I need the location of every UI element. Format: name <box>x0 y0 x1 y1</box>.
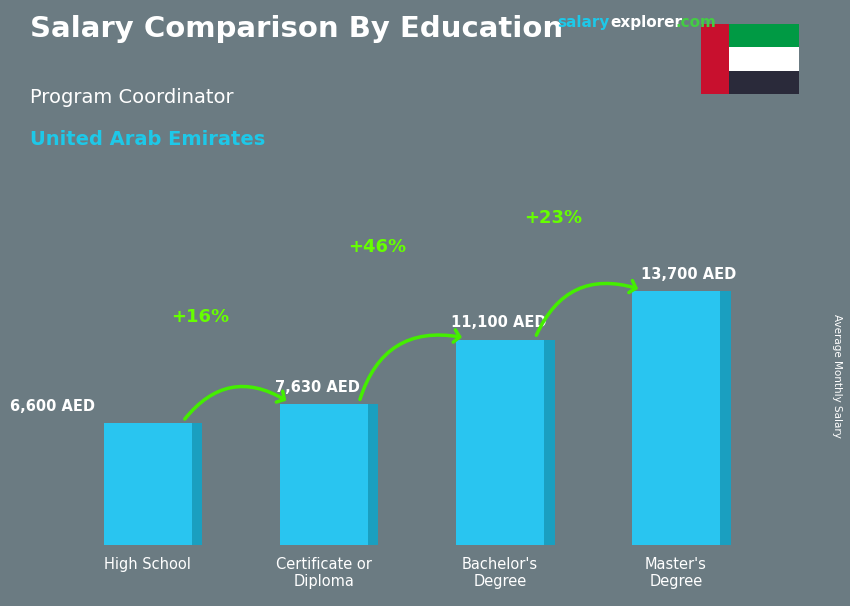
Text: Average Monthly Salary: Average Monthly Salary <box>832 314 842 438</box>
Bar <box>701 24 799 47</box>
Bar <box>701 24 729 94</box>
Text: 13,700 AED: 13,700 AED <box>641 267 736 282</box>
Text: salary: salary <box>557 15 609 30</box>
Bar <box>104 423 192 545</box>
Text: +16%: +16% <box>172 308 230 326</box>
Bar <box>280 404 368 545</box>
Text: +46%: +46% <box>348 238 405 256</box>
Text: 11,100 AED: 11,100 AED <box>450 315 547 330</box>
Polygon shape <box>720 291 731 545</box>
Text: 7,630 AED: 7,630 AED <box>275 380 360 395</box>
Bar <box>701 47 799 71</box>
Text: .com: .com <box>676 15 717 30</box>
Bar <box>701 71 799 94</box>
Text: United Arab Emirates: United Arab Emirates <box>30 130 265 149</box>
Polygon shape <box>544 339 554 545</box>
Text: explorer: explorer <box>610 15 683 30</box>
Polygon shape <box>192 423 202 545</box>
Text: +23%: +23% <box>524 208 582 227</box>
Bar <box>632 291 720 545</box>
Text: Program Coordinator: Program Coordinator <box>30 88 234 107</box>
Polygon shape <box>368 404 378 545</box>
Text: 6,600 AED: 6,600 AED <box>10 399 95 414</box>
Text: Salary Comparison By Education: Salary Comparison By Education <box>30 15 563 43</box>
Bar <box>456 339 544 545</box>
